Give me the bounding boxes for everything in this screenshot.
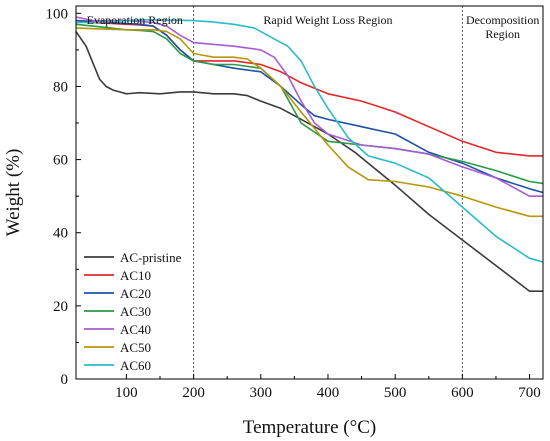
series-line-ac-pristine [75,31,543,292]
x-tick-label: 400 [317,385,340,401]
series-line-ac40 [75,16,543,197]
axes-group: 100 200 300 400 500 600 700 0 20 40 60 80 100 [46,6,541,401]
region-label-2: Decomposition [466,13,539,27]
legend-label: AC10 [120,268,151,283]
x-tick-label: 300 [250,385,273,401]
y-tick-label: 100 [46,6,69,22]
y-tick-label: 80 [53,79,68,95]
x-tick-label: 100 [115,385,138,401]
x-tick-label: 600 [451,385,474,401]
y-tick-label: 0 [61,372,69,388]
region-label-1: Rapid Weight Loss Region [263,13,392,27]
legend-label: AC-pristine [120,250,182,265]
region-labels: Evaporation Region Rapid Weight Loss Regi… [87,13,540,41]
legend-label: AC20 [120,286,151,301]
y-tick-label: 40 [53,226,68,242]
y-axis-title: Weight (%) [3,149,24,237]
y-tick-label: 20 [53,299,68,315]
x-tick-label: 700 [518,385,541,401]
plot-frame [75,5,544,380]
legend: AC-pristine AC10 AC20 AC30 AC40 AC50 AC60 [84,250,182,373]
x-axis-title: Temperature (°C) [243,417,376,438]
x-tick-label: 200 [182,385,205,401]
series-line-ac60 [76,19,544,263]
series-line-ac50 [75,27,543,218]
x-tick-label: 500 [384,385,407,401]
region-label-2-line2: Region [485,27,520,41]
y-tick-label: 60 [53,153,68,169]
legend-label: AC40 [120,322,151,337]
legend-label: AC50 [120,340,151,355]
legend-label: AC60 [120,358,151,373]
region-label-0: Evaporation Region [87,13,183,27]
series-group [75,16,544,292]
legend-label: AC30 [120,304,151,319]
